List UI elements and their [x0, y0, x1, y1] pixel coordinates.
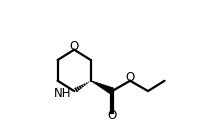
- Text: O: O: [125, 71, 135, 84]
- Text: NH: NH: [54, 87, 71, 100]
- Text: O: O: [108, 109, 117, 122]
- Text: O: O: [70, 40, 79, 53]
- Polygon shape: [91, 81, 114, 94]
